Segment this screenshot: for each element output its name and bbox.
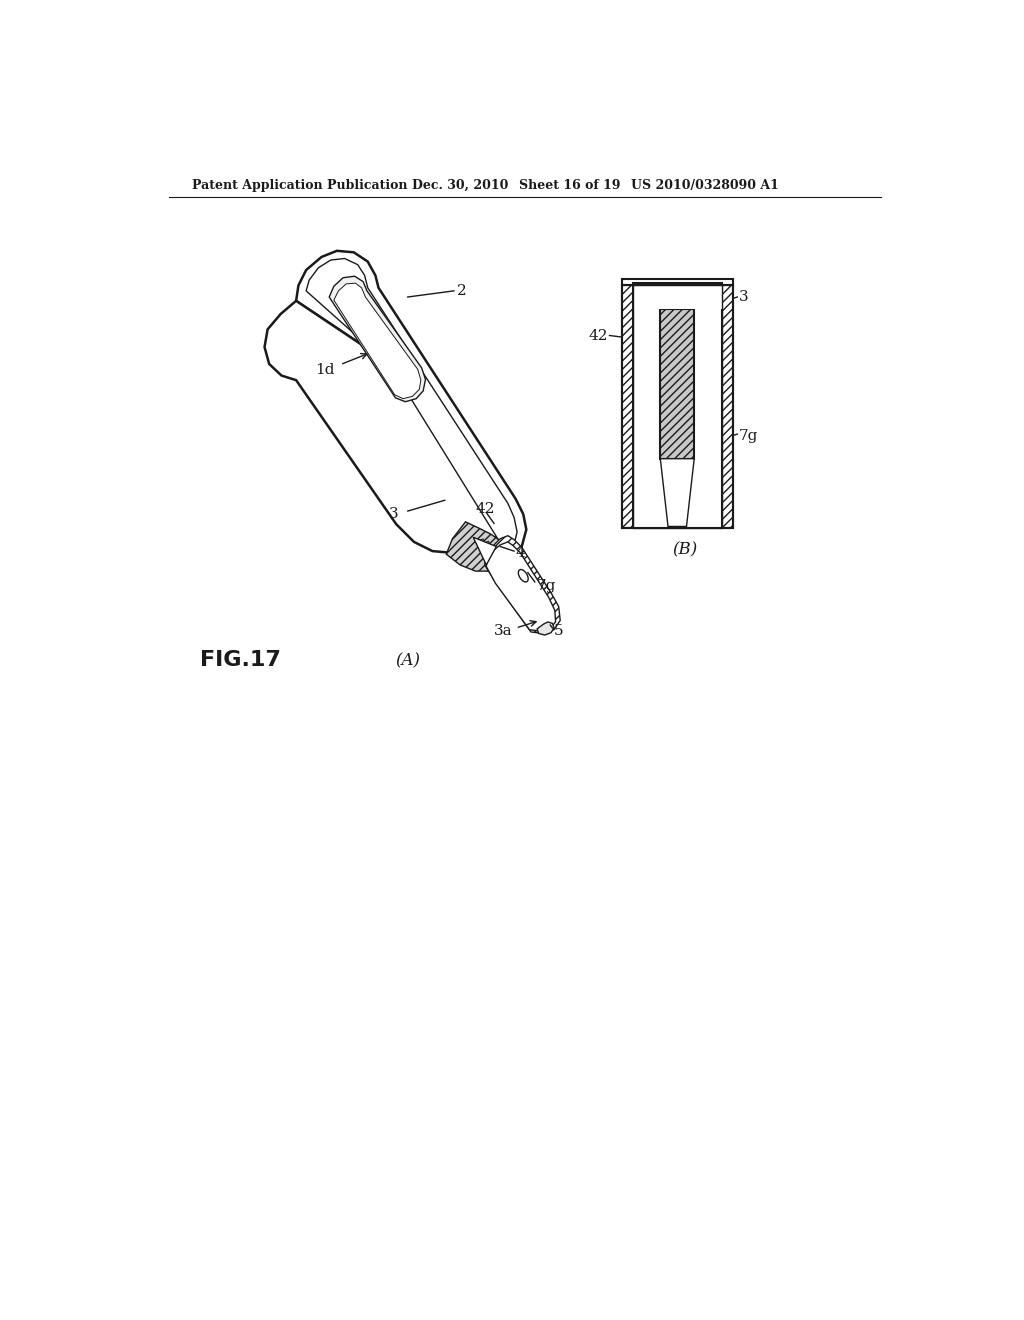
Polygon shape <box>484 541 490 546</box>
Text: 7g: 7g <box>537 578 556 593</box>
Polygon shape <box>633 285 722 309</box>
Text: 4: 4 <box>515 545 525 560</box>
Text: 3: 3 <box>388 507 398 521</box>
Polygon shape <box>486 543 556 631</box>
Polygon shape <box>479 539 484 544</box>
Polygon shape <box>722 285 733 528</box>
Text: FIG.17: FIG.17 <box>200 651 281 671</box>
Text: US 2010/0328090 A1: US 2010/0328090 A1 <box>631 178 779 191</box>
Text: 3: 3 <box>739 290 749 304</box>
Text: (A): (A) <box>395 652 420 669</box>
Text: 3a: 3a <box>494 624 513 638</box>
Polygon shape <box>660 459 694 527</box>
Polygon shape <box>334 284 421 399</box>
Polygon shape <box>660 309 694 459</box>
Polygon shape <box>622 280 733 285</box>
Text: 1d: 1d <box>315 363 335 378</box>
Polygon shape <box>264 301 512 557</box>
Polygon shape <box>473 537 497 565</box>
Text: Sheet 16 of 19: Sheet 16 of 19 <box>519 178 621 191</box>
Text: 42: 42 <box>589 329 608 342</box>
Text: Dec. 30, 2010: Dec. 30, 2010 <box>412 178 508 191</box>
Polygon shape <box>622 285 633 528</box>
Text: (B): (B) <box>673 541 697 558</box>
Text: 5: 5 <box>554 624 563 638</box>
Text: 2: 2 <box>457 284 467 298</box>
Text: 7g: 7g <box>739 429 758 442</box>
Text: Patent Application Publication: Patent Application Publication <box>193 178 408 191</box>
Ellipse shape <box>480 548 486 552</box>
Polygon shape <box>538 622 554 635</box>
Ellipse shape <box>518 569 528 582</box>
Text: 42: 42 <box>475 502 495 516</box>
Polygon shape <box>446 521 512 572</box>
Polygon shape <box>296 251 526 557</box>
Polygon shape <box>306 259 517 553</box>
Polygon shape <box>484 536 560 634</box>
Polygon shape <box>330 276 425 401</box>
